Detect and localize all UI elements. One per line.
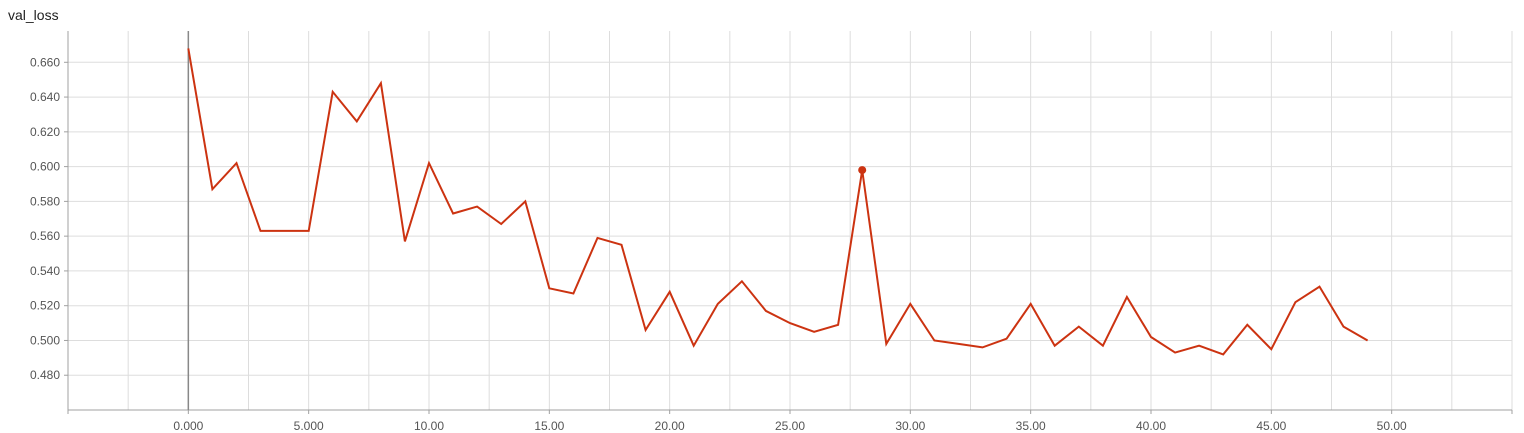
grid-layer xyxy=(68,31,1513,410)
x-tick-label: 35.00 xyxy=(1016,419,1046,433)
x-tick-label: 40.00 xyxy=(1136,419,1166,433)
x-tick-label: 20.00 xyxy=(655,419,685,433)
x-tick-label: 30.00 xyxy=(895,419,925,433)
x-tick-label: 5.000 xyxy=(294,419,324,433)
y-tick-label: 0.540 xyxy=(30,264,60,278)
x-tick-label: 25.00 xyxy=(775,419,805,433)
chart-title: val_loss xyxy=(8,7,59,23)
highlighted-data-point xyxy=(858,166,867,175)
series-line xyxy=(187,48,1369,356)
x-tick-label: 0.000 xyxy=(173,419,203,433)
axis-layer xyxy=(64,31,1513,414)
x-tick-label: 10.00 xyxy=(414,419,444,433)
series-layer xyxy=(187,48,1369,356)
y-tick-label: 0.480 xyxy=(30,368,60,382)
x-tick-label: 45.00 xyxy=(1256,419,1286,433)
y-tick-label: 0.660 xyxy=(30,55,60,69)
y-tick-label: 0.560 xyxy=(30,229,60,243)
tick-label-layer: 0.480 0.500 0.520 0.540 0.560 0.580 0.600 0.620… xyxy=(30,55,1407,433)
y-tick-label: 0.520 xyxy=(30,299,60,313)
y-tick-label: 0.600 xyxy=(30,160,60,174)
y-tick-label: 0.580 xyxy=(30,194,60,208)
x-tick-label: 50.00 xyxy=(1377,419,1407,433)
x-tick-label: 15.00 xyxy=(534,419,564,433)
y-tick-label: 0.620 xyxy=(30,125,60,139)
y-tick-label: 0.640 xyxy=(30,90,60,104)
y-tick-label: 0.500 xyxy=(30,333,60,347)
